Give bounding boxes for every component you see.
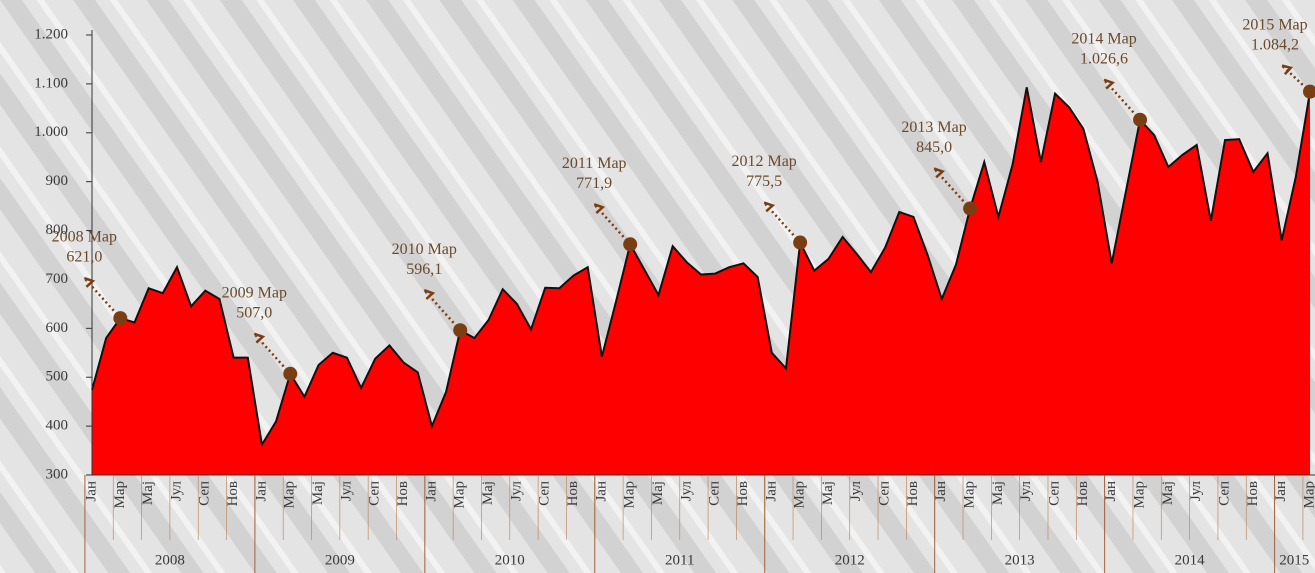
year-label: 2012	[835, 552, 865, 568]
x-tick-label: Мај	[650, 481, 666, 505]
x-tick-label: Нов	[1075, 481, 1091, 506]
x-tick-label: Јан	[593, 481, 609, 502]
annotation: 2014 Мар	[1071, 30, 1136, 47]
y-tick-label: 500	[46, 369, 69, 385]
annotation: 2010 Мар	[392, 241, 457, 258]
x-tick-label: Јул	[678, 480, 694, 501]
x-tick-label: Нов	[735, 481, 751, 506]
x-tick-label: Јул	[848, 480, 864, 501]
y-tick-label: 900	[46, 173, 69, 189]
x-tick-label: Мај	[820, 481, 836, 505]
value-label: 621,0	[66, 249, 102, 266]
x-tick-label: Јан	[83, 481, 99, 502]
x-tick-label: Јан	[1103, 481, 1119, 502]
chart: 3004005006007008009001.0001.1001.200ЈанМ…	[0, 0, 1315, 573]
marker	[113, 311, 127, 325]
value-label: 596,1	[406, 261, 442, 278]
x-tick-label: Јул	[1188, 480, 1204, 501]
annotation: 2013 Мар	[901, 119, 966, 136]
x-tick-label: Јан	[933, 481, 949, 502]
x-tick-label: Јан	[253, 481, 269, 502]
x-tick-label: Сеп	[1216, 481, 1232, 506]
x-tick-label: Мар	[282, 481, 298, 509]
year-label: 2010	[495, 552, 525, 568]
year-label: 2008	[155, 552, 185, 568]
marker	[1133, 113, 1147, 127]
annotation: 2011 Мар	[562, 155, 627, 172]
value-label: 845,0	[916, 139, 952, 156]
year-label: 2015	[1279, 552, 1309, 568]
y-tick-label: 700	[46, 271, 69, 287]
x-tick-label: Нов	[905, 481, 921, 506]
annotation: 2009 Мар	[222, 284, 287, 301]
marker	[283, 367, 297, 381]
x-tick-label: Јул	[168, 480, 184, 501]
x-tick-label: Мар	[1131, 481, 1147, 509]
x-tick-label: Мај	[1160, 481, 1176, 505]
x-tick-label: Сеп	[537, 481, 553, 506]
marker	[623, 237, 637, 251]
x-tick-label: Мар	[622, 481, 638, 509]
annotation: 2008 Мар	[52, 229, 117, 246]
value-label: 1.026,6	[1080, 50, 1128, 67]
x-tick-label: Сеп	[707, 481, 723, 506]
marker	[963, 202, 977, 216]
x-tick-label: Сеп	[197, 481, 213, 506]
x-tick-label: Јул	[1018, 480, 1034, 501]
x-tick-label: Мар	[962, 481, 978, 509]
y-tick-label: 400	[46, 418, 69, 434]
annotation: 2012 Мар	[731, 153, 796, 170]
marker	[793, 236, 807, 250]
value-label: 1.084,2	[1251, 36, 1299, 53]
x-tick-label: Јан	[423, 481, 439, 502]
y-tick-label: 600	[46, 320, 69, 336]
x-tick-label: Нов	[395, 481, 411, 506]
marker	[453, 323, 467, 337]
x-tick-label: Мар	[452, 481, 468, 509]
x-tick-label: Нов	[1245, 481, 1261, 506]
x-tick-label: Мар	[112, 481, 128, 509]
x-tick-label: Сеп	[877, 481, 893, 506]
year-label: 2011	[665, 552, 694, 568]
page: {"chart_data": {"type": "area", "categor…	[0, 0, 1315, 573]
y-tick-label: 1.000	[34, 124, 68, 140]
x-tick-label: Нов	[225, 481, 241, 506]
x-tick-label: Мар	[1301, 481, 1315, 509]
x-tick-label: Мај	[480, 481, 496, 505]
x-tick-label: Јул	[508, 480, 524, 501]
year-label: 2013	[1005, 552, 1035, 568]
year-label: 2009	[325, 552, 355, 568]
x-tick-label: Мај	[310, 481, 326, 505]
y-tick-label: 1.200	[34, 26, 68, 42]
annotation: 2015 Мар	[1242, 16, 1307, 33]
y-tick-label: 300	[46, 466, 69, 482]
x-tick-label: Мај	[140, 481, 156, 505]
x-tick-label: Сеп	[1047, 481, 1063, 506]
x-tick-label: Јул	[338, 480, 354, 501]
x-tick-label: Јан	[1273, 481, 1289, 502]
x-tick-label: Мар	[792, 481, 808, 509]
value-label: 775,5	[746, 173, 782, 190]
x-tick-label: Јан	[763, 481, 779, 502]
y-tick-label: 1.100	[34, 75, 68, 91]
value-label: 771,9	[576, 175, 612, 192]
x-tick-label: Сеп	[367, 481, 383, 506]
x-tick-label: Мај	[990, 481, 1006, 505]
x-tick-label: Нов	[565, 481, 581, 506]
year-label: 2014	[1175, 552, 1206, 568]
value-label: 507,0	[236, 304, 272, 321]
